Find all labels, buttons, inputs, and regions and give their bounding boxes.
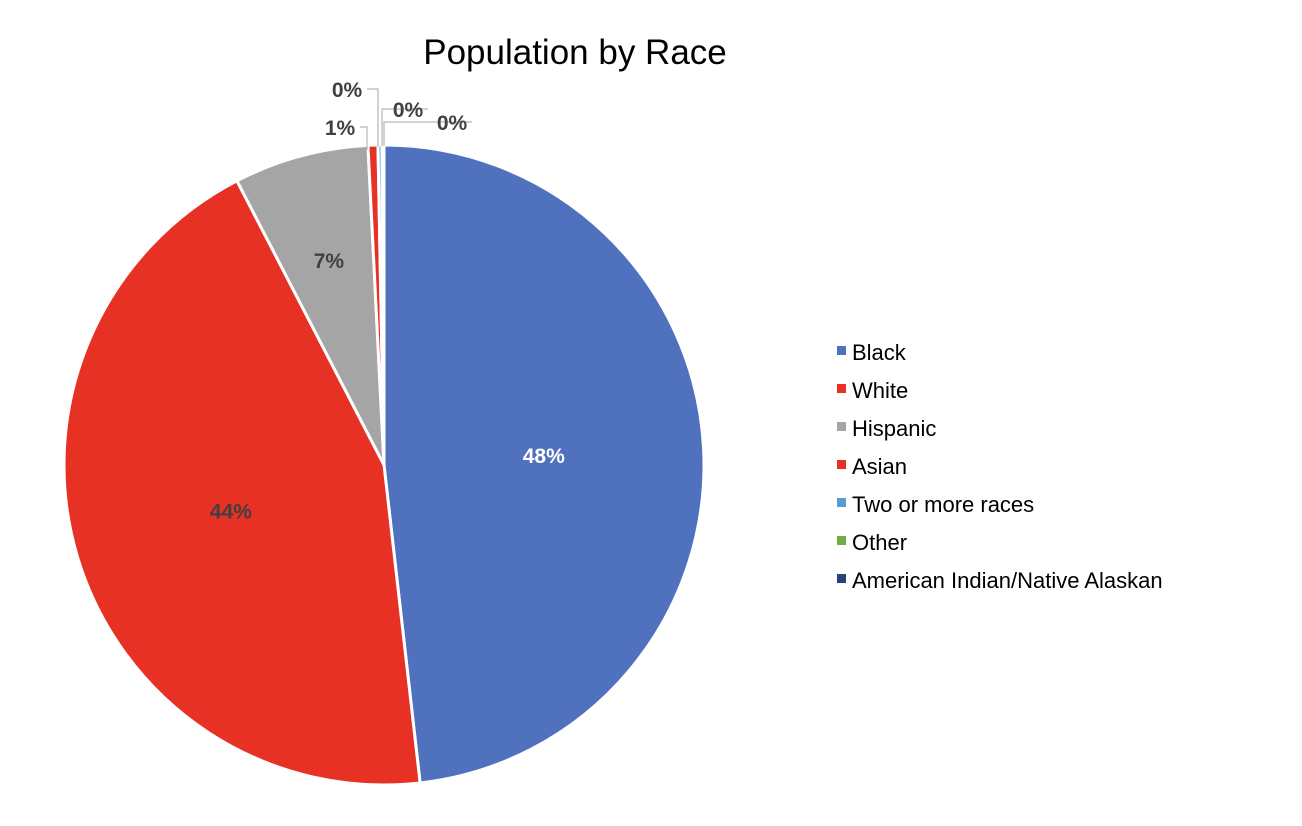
legend: Black White Hispanic Asian Two or more races… [837,340,1163,593]
legend-swatch-other [837,536,846,545]
legend-swatch-two-or-more-races [837,498,846,507]
pie-slice-hispanic [234,143,386,466]
legend-label-american-indian-native-alaskan: American Indian/Native Alaskan [852,568,1163,593]
pie-slices [62,143,706,787]
data-label-white: 44% [210,501,252,524]
pie-slice-black [382,143,706,785]
leader-line-american-indian-native-alaskan [383,121,472,146]
data-labels: 48% 44% 7% 1% 0% 0% 0% [210,79,565,524]
legend-swatch-asian [837,460,846,469]
data-label-hispanic: 7% [314,250,345,273]
legend-label-asian: Asian [852,454,907,479]
legend-swatch-american-indian-native-alaskan [837,574,846,583]
pie-slice-white [62,178,422,787]
data-label-other: 0% [393,99,424,122]
label-leader-lines [360,88,472,150]
legend-label-black: Black [852,340,907,365]
legend-label-white: White [852,378,908,403]
data-label-two-or-more-races: 0% [332,79,363,102]
legend-label-hispanic: Hispanic [852,416,936,441]
data-label-american-indian-native-alaskan: 0% [437,112,468,135]
legend-swatch-white [837,384,846,393]
leader-line-other [381,108,428,146]
legend-swatch-hispanic [837,422,846,431]
leader-line-two-or-more-races [367,88,379,147]
chart-title: Population by Race [423,33,727,72]
data-label-asian: 1% [325,117,356,140]
legend-swatch-black [837,346,846,355]
leader-line-asian [360,126,368,150]
data-label-black: 48% [523,445,565,468]
legend-label-two-or-more-races: Two or more races [852,492,1034,517]
pie-slice-american-indian-native-alaskan [381,143,386,466]
legend-label-other: Other [852,530,907,555]
